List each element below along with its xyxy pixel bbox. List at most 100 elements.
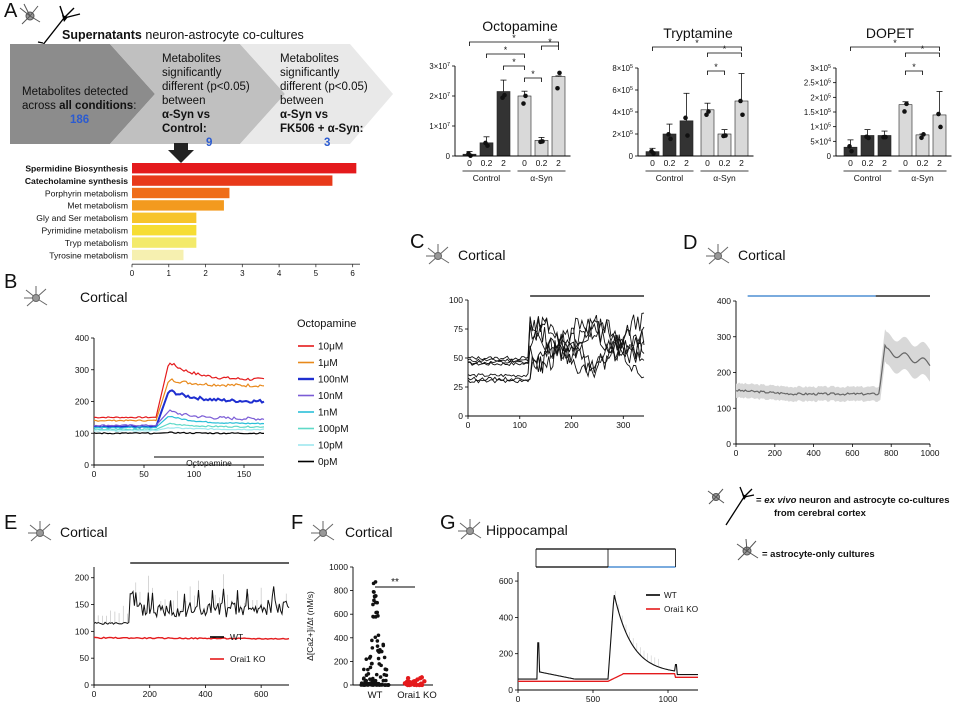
panel-title: Cortical xyxy=(80,289,127,305)
bar-category-label: 0 xyxy=(467,158,472,168)
y-tick-label: 300 xyxy=(75,365,89,375)
data-point-ko xyxy=(417,682,422,688)
data-point-wt xyxy=(361,677,366,681)
significance-bracket xyxy=(486,53,525,58)
data-point-wt xyxy=(373,635,378,640)
data-point-wt xyxy=(375,639,380,643)
legend-rest: neuron and astrocyte co-cultures xyxy=(796,495,950,506)
bar-category-label: 2 xyxy=(937,158,942,168)
x-tick-label: 300 xyxy=(616,420,630,430)
enrichment-tick-label: 1 xyxy=(167,269,172,278)
data-point-ko xyxy=(405,675,411,681)
data-point-ko xyxy=(409,680,414,685)
bar-category-label: 0 xyxy=(650,158,655,168)
data-point xyxy=(683,115,688,121)
data-point xyxy=(738,98,743,104)
data-point-wt xyxy=(363,682,367,687)
y-tick-label: 0 xyxy=(458,411,463,421)
bar-category-label: 0 xyxy=(705,158,710,168)
bar-y-tick-exp: 5 xyxy=(630,86,633,92)
bar-y-tick-exp: 5 xyxy=(630,130,633,136)
data-point xyxy=(849,148,854,154)
panel-label-a: A xyxy=(4,0,18,22)
bar-y-tick-exp: 4 xyxy=(828,137,831,143)
chev3-line2: significantly xyxy=(280,67,340,79)
trace-cell xyxy=(467,318,645,366)
bar-category-label: 2 xyxy=(684,158,689,168)
astrocyte-icon-body xyxy=(32,294,40,302)
x-tick-label: 150 xyxy=(237,469,251,479)
enrichment-bar xyxy=(132,237,197,248)
data-point-wt xyxy=(374,672,379,677)
y-tick-label: 0 xyxy=(508,685,513,695)
y-tick-label: 300 xyxy=(717,332,731,342)
data-point-wt xyxy=(379,683,384,687)
legend-entry: 1μM xyxy=(318,358,338,369)
data-point xyxy=(555,85,560,91)
panel-f-chart: Cortical 0 200 400 600 800 1000 Δ[Ca2+]i/Δt (nM… xyxy=(305,521,437,701)
data-point xyxy=(919,135,924,141)
y-tick-label: 600 xyxy=(334,609,348,619)
legend-entry: WT xyxy=(664,591,677,600)
bar-y-tick-label: 6×105 xyxy=(612,86,633,95)
bar-y-tick-label: 2×105 xyxy=(810,93,831,102)
data-point-wt xyxy=(375,644,380,648)
group-label: α-Syn xyxy=(530,173,553,183)
bar xyxy=(932,114,947,157)
astrocyte-icon-body xyxy=(434,252,442,260)
trace-10pM xyxy=(93,426,265,432)
data-point xyxy=(740,112,745,118)
panel-label-b: B xyxy=(4,271,18,293)
x-tick-label: 1000 xyxy=(659,694,678,704)
data-point-wt xyxy=(376,649,381,654)
panel-a-header: Supernatants neuron-astrocyte co-culture… xyxy=(62,28,304,42)
significance-bracket xyxy=(503,65,525,70)
legend-entry: 100nM xyxy=(318,375,349,386)
significance-bracket xyxy=(707,70,725,75)
data-point xyxy=(883,134,888,140)
significance-star: * xyxy=(548,37,552,47)
chev3-count: 3 xyxy=(324,137,331,149)
data-point-wt xyxy=(384,667,389,672)
data-point-wt xyxy=(375,610,380,615)
bar xyxy=(734,100,749,157)
bar-category-label: 2 xyxy=(882,158,887,168)
x-tick-label: 0 xyxy=(92,469,97,479)
bar-category-label: 0 xyxy=(848,158,853,168)
data-point xyxy=(902,109,907,114)
trace-orai1-ko xyxy=(518,673,698,682)
data-point-wt xyxy=(378,675,383,679)
bar-y-tick-exp: 5 xyxy=(828,64,831,70)
enrichment-category-label: Spermidine Biosynthesis xyxy=(25,164,128,174)
chev2-line2: significantly xyxy=(162,67,222,79)
category-label: WT xyxy=(368,690,383,701)
enrichment-category-label: Tyrosine metabolism xyxy=(49,250,128,260)
legend-exvivo: ex vivo xyxy=(764,495,797,506)
y-tick-label: 600 xyxy=(499,576,513,586)
y-tick-label: 800 xyxy=(334,586,348,596)
y-tick-label: 200 xyxy=(717,368,731,378)
y-tick-label: 50 xyxy=(454,353,464,363)
bar-category-label: 0 xyxy=(903,158,908,168)
bar-y-tick-exp: 7 xyxy=(447,62,450,68)
panel-b-chart: Cortical0501001500100200300400Time (sec)… xyxy=(24,286,356,479)
y-tick-label: 200 xyxy=(75,573,89,583)
data-point-wt xyxy=(376,681,381,686)
data-point xyxy=(651,151,656,156)
category-label: Orai1 KO xyxy=(397,690,437,701)
data-point-wt xyxy=(370,646,375,650)
legend-title: Octopamine xyxy=(297,318,356,330)
data-point xyxy=(502,92,507,98)
legend-entry: 1nM xyxy=(318,408,337,419)
panel-title: Hippocampal xyxy=(486,522,568,538)
chev1-line1: Metabolites detected xyxy=(22,86,129,98)
data-point xyxy=(485,143,490,149)
data-point xyxy=(904,101,909,107)
y-tick-label: 0 xyxy=(726,439,731,449)
trace-10μM xyxy=(93,362,265,419)
x-tick-label: 600 xyxy=(845,448,859,458)
data-point-wt xyxy=(368,665,373,670)
chev2-line3: different (p<0.05) xyxy=(162,81,250,93)
significance-star: * xyxy=(512,33,516,43)
y-tick-label: 400 xyxy=(75,333,89,343)
